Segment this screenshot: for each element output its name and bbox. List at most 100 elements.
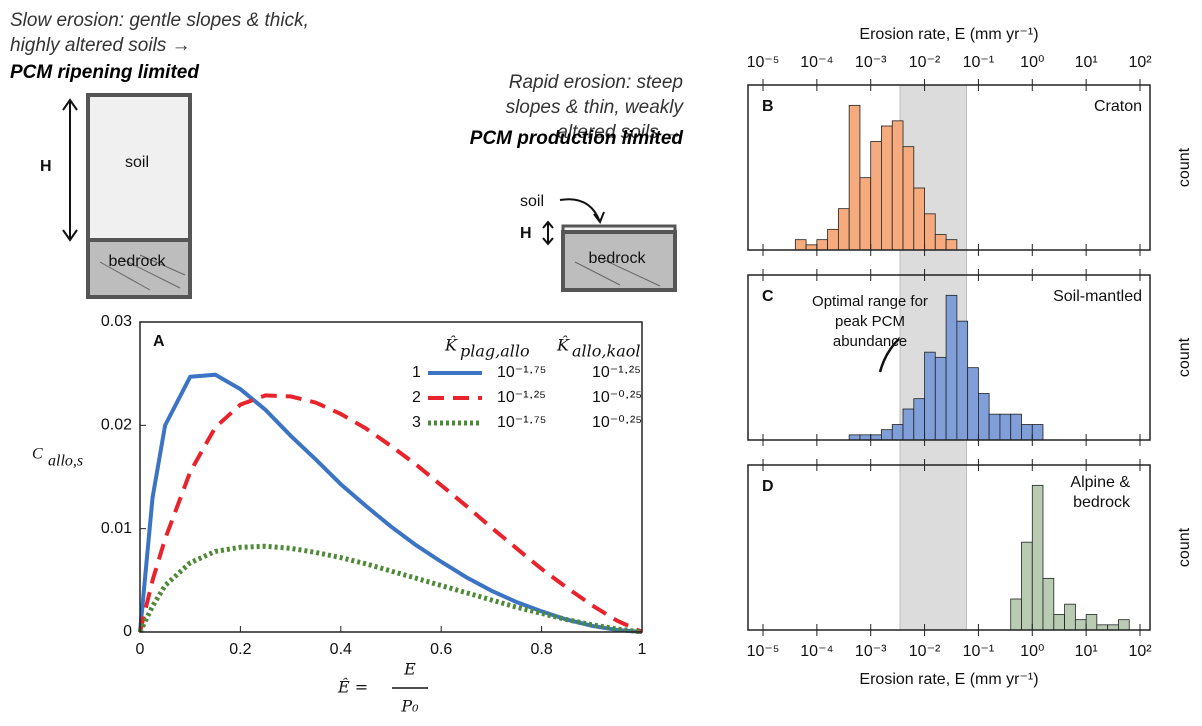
legend-header: K̂ — [444, 336, 458, 355]
y-tick-label: 0.01 — [101, 520, 132, 537]
bar — [913, 187, 925, 251]
bar — [978, 393, 990, 441]
panel-title: Soil-mantled — [1053, 288, 1142, 305]
y-axis-label-sub: allo,s — [48, 453, 83, 470]
legend-header: K̂ — [556, 336, 570, 355]
slow-caption: Slow erosion: gentle slopes & thick, hig… — [10, 10, 309, 56]
x-tick-label: 10⁻² — [909, 643, 941, 660]
y-tick-label: 0 — [123, 623, 132, 640]
bar — [924, 213, 936, 251]
x-tick-label: 10⁻² — [909, 54, 941, 71]
x-tick-label: 10⁻¹ — [963, 643, 995, 660]
bar — [1074, 619, 1087, 631]
bar — [1118, 619, 1130, 631]
x-tick-label: 10⁰ — [1020, 54, 1044, 71]
bedrock-block — [561, 230, 677, 292]
bar — [934, 234, 947, 251]
y-axis-label: count — [1176, 527, 1193, 567]
bar — [945, 239, 958, 251]
bar — [881, 429, 893, 441]
line-series — [138, 393, 643, 634]
rapid-caption: Rapid erosion: steep slopes & thin, weak… — [505, 72, 683, 143]
bar — [848, 434, 861, 441]
x-axis-label: Erosion rate, E (mm yr⁻¹) — [859, 26, 1038, 43]
plot-frame — [139, 321, 643, 633]
legend-param: 10⁻⁰·²⁵ — [592, 389, 642, 406]
thickness-label: H — [40, 158, 52, 175]
bar — [827, 228, 839, 251]
x-tick-label: 10⁻⁴ — [800, 643, 833, 660]
bar — [1031, 484, 1044, 631]
x-tick-label: 0.8 — [530, 641, 552, 658]
bar — [859, 177, 872, 251]
x-tick-label: 10¹ — [1075, 54, 1098, 71]
bar — [805, 244, 818, 251]
bar — [837, 208, 850, 251]
bar — [902, 146, 915, 251]
bar — [1010, 598, 1022, 631]
bedrock-hatch — [574, 257, 661, 287]
legend-header-sub: allo,kaol — [572, 342, 640, 361]
bar — [1096, 624, 1109, 631]
x-axis-label: Erosion rate, E (mm yr⁻¹) — [859, 671, 1038, 688]
thickness-arrow — [542, 220, 554, 246]
y-axis-label: C — [32, 446, 43, 463]
bar — [988, 413, 1001, 441]
x-tick-label: 10⁻³ — [855, 54, 887, 71]
x-tick-label: 10² — [1128, 643, 1152, 660]
x-tick-label: 10⁰ — [1020, 643, 1044, 660]
y-tick-label: 0.02 — [101, 417, 132, 434]
panel-label: A — [153, 333, 165, 350]
legend-param: 10⁻¹·⁷⁵ — [497, 364, 546, 381]
legend-header-sub: plag,allo — [460, 342, 530, 361]
bar — [934, 356, 947, 441]
bar — [891, 120, 904, 251]
panel-label: B — [762, 98, 774, 115]
thickness-label: H — [520, 225, 532, 242]
bar — [913, 398, 925, 441]
legend-param: 10⁻¹·²⁵ — [592, 364, 641, 381]
plot-frame — [747, 274, 1151, 441]
legend-param: 10⁻¹·⁷⁵ — [497, 414, 546, 431]
bar — [848, 104, 861, 251]
y-axis-label: count — [1176, 337, 1193, 377]
bar — [891, 424, 904, 441]
y-axis-label: count — [1176, 147, 1193, 187]
bar — [967, 367, 979, 441]
bar — [1010, 413, 1022, 441]
y-tick-label: 0.03 — [101, 313, 132, 330]
x-axis-label: Ê = — [337, 677, 368, 697]
bedrock-block — [86, 238, 192, 299]
bar — [1064, 603, 1076, 631]
panel-title: Craton — [1094, 98, 1142, 115]
bedrock-label: bedrock — [109, 253, 167, 270]
bar — [870, 434, 882, 441]
soil-label: soil — [125, 154, 149, 171]
bar — [956, 320, 969, 441]
panel-title: Alpine & bedrock — [1070, 474, 1130, 511]
x-tick-label: 10¹ — [1075, 643, 1098, 660]
x-tick-label: 10⁻⁴ — [800, 54, 833, 71]
bar — [816, 239, 828, 251]
x-tick-label: 10⁻⁵ — [747, 54, 780, 71]
plot-frame — [747, 464, 1151, 631]
bar — [1085, 614, 1098, 631]
panel-label: C — [762, 288, 774, 305]
bar — [1021, 541, 1033, 631]
x-tick-label: 0 — [136, 641, 145, 658]
bar — [881, 125, 893, 251]
thickness-arrow — [62, 98, 78, 242]
panel-label: D — [762, 478, 774, 495]
legend-label: 2 — [412, 389, 421, 406]
bar — [999, 413, 1012, 441]
line-series — [137, 543, 643, 635]
x-tick-label: 10⁻⁵ — [747, 643, 780, 660]
x-tick-label: 10² — [1128, 54, 1152, 71]
legend-label: 1 — [412, 364, 421, 381]
x-tick-label: 0.2 — [229, 641, 251, 658]
x-axis-label-num: E — [403, 660, 416, 679]
rapid-emphasis: PCM production limited — [469, 128, 683, 149]
x-axis-label-den: P₀ — [400, 697, 419, 716]
